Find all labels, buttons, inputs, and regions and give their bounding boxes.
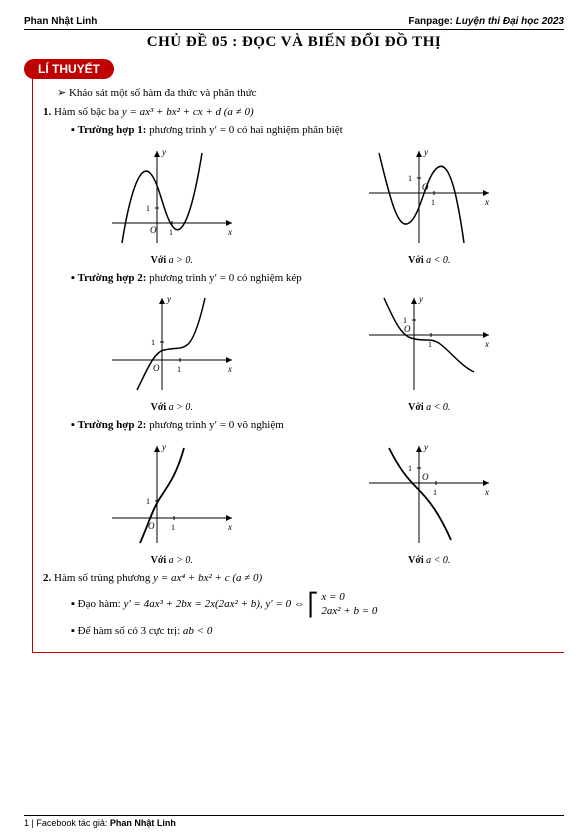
svg-text:y: y (418, 294, 423, 304)
chart-3a: O x y 1 1 Với a > 0. (102, 438, 242, 566)
row-1: O x y 1 1 Với a > 0. O x y 1 1 Với a < 0… (43, 143, 558, 266)
svg-text:O: O (404, 324, 411, 334)
case-3-label: Trường hợp 2: (78, 419, 147, 431)
cap-3a: Với a > 0. (102, 555, 242, 566)
section-badge-wrap: LÍ THUYẾT (24, 59, 564, 79)
content-frame: Khảo sát một số hàm đa thức và phân thức… (32, 69, 564, 653)
plot-cubic-pos-none: O x y 1 1 (102, 438, 242, 553)
case-2: Trường hợp 2: phương trình y′ = 0 có ngh… (43, 270, 558, 287)
svg-text:x: x (227, 522, 232, 532)
item-2-text: Hàm số trùng phương (54, 572, 153, 584)
plot-cubic-neg-none: O x y 1 1 (359, 438, 499, 553)
num-1: 1. (43, 106, 51, 118)
svg-text:O: O (153, 363, 160, 373)
svg-text:1: 1 (408, 464, 412, 473)
svg-text:y: y (161, 147, 166, 157)
brace-eq-2: 2ax² + b = 0 (321, 605, 377, 617)
cap-1b: Với a < 0. (359, 255, 499, 266)
chart-1a: O x y 1 1 Với a > 0. (102, 143, 242, 266)
cap-1a: Với a > 0. (102, 255, 242, 266)
svg-text:1: 1 (169, 228, 173, 237)
row-3: O x y 1 1 Với a > 0. O x y 1 1 Với a < 0… (43, 438, 558, 566)
open-bracket-icon: ⎡ (308, 592, 319, 617)
extrema-cond: ab < 0 (183, 625, 212, 637)
svg-text:1: 1 (433, 488, 437, 497)
svg-text:y: y (166, 294, 171, 304)
header-rule (24, 29, 564, 30)
brace-eq-1: x = 0 (321, 591, 344, 603)
deriv-label: Đạo hàm: (78, 598, 124, 610)
chapter-title: CHỦ ĐỀ 05 : ĐỌC VÀ BIẾN ĐỔI ĐỒ THỊ (24, 34, 564, 51)
svg-text:y: y (423, 147, 428, 157)
svg-text:x: x (227, 227, 232, 237)
svg-text:x: x (484, 197, 489, 207)
plot-cubic-neg-double: O x y 1 1 (359, 290, 499, 400)
svg-text:x: x (484, 339, 489, 349)
chart-3b: O x y 1 1 Với a < 0. (359, 438, 499, 566)
svg-text:1: 1 (146, 497, 150, 506)
extrema-text: Để hàm số có 3 cực trị: (78, 625, 183, 637)
case-3: Trường hợp 2: phương trình y′ = 0 vô ngh… (43, 417, 558, 434)
cap-2a: Với a > 0. (102, 402, 242, 413)
case-1-text: phương trình y′ = 0 có hai nghiệm phân b… (146, 124, 342, 136)
svg-text:O: O (422, 472, 429, 482)
case-1: Trường hợp 1: phương trình y′ = 0 có hai… (43, 122, 558, 139)
footer-author: Phan Nhật Linh (110, 818, 176, 828)
num-2: 2. (43, 572, 51, 584)
svg-text:1: 1 (428, 340, 432, 349)
item-2: 2. Hàm số trùng phương y = ax⁴ + bx² + c… (43, 570, 558, 587)
svg-text:y: y (161, 442, 166, 452)
footer-rule (24, 815, 564, 816)
chart-2a: O x y 1 1 Với a > 0. (102, 290, 242, 413)
eq-cubic: y = ax³ + bx² + cx + d (a ≠ 0) (122, 106, 254, 118)
brace-system: x = 0 2ax² + b = 0 (321, 591, 377, 617)
footer-sep: | Facebook tác giả: (29, 818, 110, 828)
svg-text:1: 1 (151, 338, 155, 347)
page-footer: 1 | Facebook tác giả: Phan Nhật Linh (24, 815, 564, 828)
cap-3b: Với a < 0. (359, 555, 499, 566)
theory-badge: LÍ THUYẾT (24, 59, 114, 79)
case-1-label: Trường hợp 1: (78, 124, 147, 136)
case-3-text: phương trình y′ = 0 vô nghiệm (146, 419, 283, 431)
svg-text:x: x (484, 487, 489, 497)
deriv-eq: y′ = 4ax³ + 2bx = 2x(2ax² + b), y′ = 0 ⇔ (123, 598, 304, 610)
item-1: 1. Hàm số bậc ba y = ax³ + bx² + cx + d … (43, 104, 558, 121)
chart-1b: O x y 1 1 Với a < 0. (359, 143, 499, 266)
plot-cubic-pos-2roots: O x y 1 1 (102, 143, 242, 253)
extrema-line: Để hàm số có 3 cực trị: ab < 0 (43, 623, 558, 640)
case-2-text: phương trình y′ = 0 có nghiệm kép (146, 272, 301, 284)
item-1-text: Hàm số bậc ba (54, 106, 122, 118)
cap-2b: Với a < 0. (359, 402, 499, 413)
plot-cubic-pos-double: O x y 1 1 (102, 290, 242, 400)
svg-text:1: 1 (408, 174, 412, 183)
intro-line: Khảo sát một số hàm đa thức và phân thức (43, 85, 558, 102)
derivative-line: Đạo hàm: y′ = 4ax³ + 2bx = 2x(2ax² + b),… (43, 588, 558, 621)
case-2-label: Trường hợp 2: (78, 272, 147, 284)
svg-text:x: x (227, 364, 232, 374)
row-2: O x y 1 1 Với a > 0. O x y 1 1 Với a < 0… (43, 290, 558, 413)
header-fanpage: Fanpage: Luyện thi Đại học 2023 (408, 16, 564, 27)
svg-text:1: 1 (146, 204, 150, 213)
svg-text:y: y (423, 442, 428, 452)
chart-2b: O x y 1 1 Với a < 0. (359, 290, 499, 413)
svg-text:1: 1 (431, 198, 435, 207)
svg-text:1: 1 (177, 365, 181, 374)
plot-cubic-neg-2roots: O x y 1 1 (359, 143, 499, 253)
svg-text:1: 1 (403, 316, 407, 325)
svg-text:1: 1 (171, 523, 175, 532)
svg-text:O: O (150, 225, 157, 235)
eq-quartic: y = ax⁴ + bx² + c (a ≠ 0) (153, 572, 262, 584)
page-header: Phan Nhật Linh Fanpage: Luyện thi Đại họ… (24, 16, 564, 27)
header-author: Phan Nhật Linh (24, 16, 97, 27)
